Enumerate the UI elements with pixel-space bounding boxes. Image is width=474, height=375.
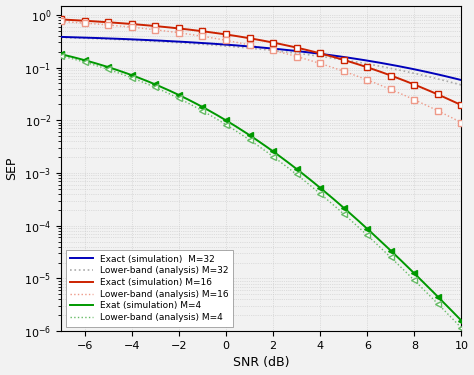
Lower-band (analysis) M=32	[449, 80, 455, 85]
Lower-band (analysis) M=16	[58, 19, 64, 24]
Lower-band (analysis) M=16	[449, 116, 455, 120]
Exact (simulation)  M=32	[275, 47, 281, 51]
Exact (simulation) M=16	[449, 99, 455, 103]
Exat (simulation) M=4	[58, 52, 64, 57]
Legend: Exact (simulation)  M=32, Lower-band (analysis) M=32, Exact (simulation) M=16, L: Exact (simulation) M=32, Lower-band (ana…	[66, 250, 233, 327]
Lower-band (analysis) M=4	[449, 316, 455, 320]
Lower-band (analysis) M=4	[251, 141, 256, 145]
Lower-band (analysis) M=4	[386, 254, 392, 258]
Exact (simulation) M=16	[275, 41, 281, 46]
Lower-band (analysis) M=32	[386, 66, 392, 70]
Exat (simulation) M=4	[449, 309, 455, 313]
Lower-band (analysis) M=16	[248, 43, 254, 48]
Lower-band (analysis) M=4	[459, 326, 465, 330]
Lower-band (analysis) M=32	[275, 49, 281, 53]
Exact (simulation) M=16	[386, 73, 392, 77]
Lower-band (analysis) M=16	[459, 120, 465, 125]
Line: Exact (simulation)  M=32: Exact (simulation) M=32	[61, 37, 462, 80]
Exat (simulation) M=4	[275, 153, 281, 157]
Line: Exat (simulation) M=4: Exat (simulation) M=4	[61, 54, 462, 321]
Line: Lower-band (analysis) M=32: Lower-band (analysis) M=32	[61, 38, 462, 85]
Lower-band (analysis) M=16	[297, 55, 302, 60]
Lower-band (analysis) M=16	[275, 49, 281, 54]
Lower-band (analysis) M=32	[248, 46, 254, 51]
Lower-band (analysis) M=16	[251, 44, 256, 48]
Exact (simulation) M=16	[251, 37, 256, 41]
Exat (simulation) M=4	[386, 247, 392, 252]
Exact (simulation) M=16	[58, 17, 64, 22]
Lower-band (analysis) M=4	[58, 54, 64, 58]
Exact (simulation)  M=32	[459, 78, 465, 82]
Lower-band (analysis) M=32	[251, 46, 256, 51]
Lower-band (analysis) M=16	[386, 87, 392, 91]
Lower-band (analysis) M=32	[297, 51, 302, 56]
Exact (simulation) M=16	[297, 46, 302, 51]
Lower-band (analysis) M=32	[459, 83, 465, 87]
Y-axis label: SEP: SEP	[6, 157, 18, 180]
Lower-band (analysis) M=32	[58, 35, 64, 40]
Exact (simulation) M=16	[459, 103, 465, 107]
Line: Exact (simulation) M=16: Exact (simulation) M=16	[61, 20, 462, 105]
Exact (simulation) M=16	[248, 36, 254, 41]
Exact (simulation)  M=32	[58, 34, 64, 39]
Lower-band (analysis) M=4	[297, 174, 302, 179]
X-axis label: SNR (dB): SNR (dB)	[233, 357, 290, 369]
Line: Lower-band (analysis) M=4: Lower-band (analysis) M=4	[61, 56, 462, 328]
Exact (simulation)  M=32	[251, 45, 256, 49]
Exact (simulation)  M=32	[386, 62, 392, 67]
Exact (simulation)  M=32	[248, 44, 254, 49]
Exact (simulation)  M=32	[449, 75, 455, 80]
Exact (simulation)  M=32	[297, 49, 302, 54]
Lower-band (analysis) M=4	[248, 139, 254, 143]
Line: Lower-band (analysis) M=16: Lower-band (analysis) M=16	[61, 21, 462, 123]
Exat (simulation) M=4	[459, 318, 465, 323]
Exat (simulation) M=4	[248, 134, 254, 139]
Exat (simulation) M=4	[251, 136, 256, 140]
Lower-band (analysis) M=4	[275, 158, 281, 162]
Exat (simulation) M=4	[297, 169, 302, 173]
